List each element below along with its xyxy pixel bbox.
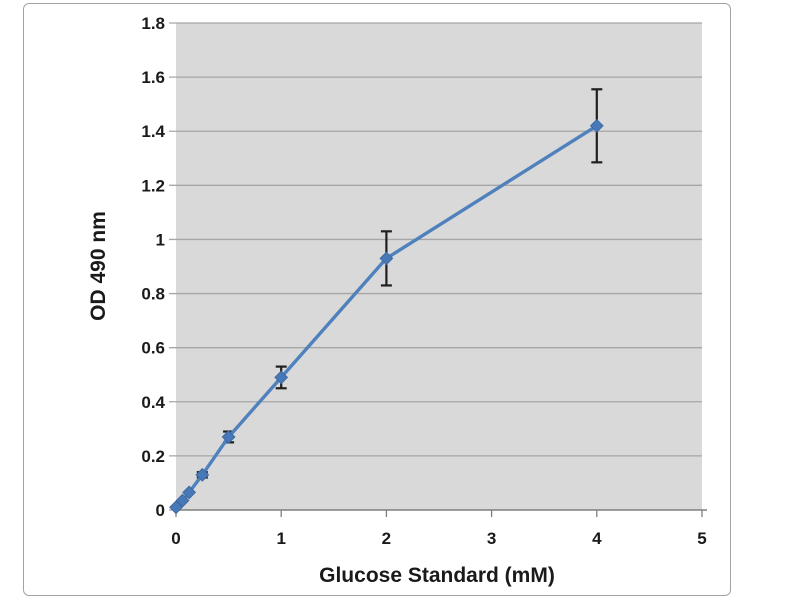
y-tick-label: 0.6	[141, 339, 165, 358]
data-point-marker	[589, 118, 604, 133]
data-point-marker	[274, 370, 289, 385]
y-tick-label: 1.4	[141, 122, 165, 141]
data-point-marker	[175, 493, 190, 508]
x-tick-label: 1	[276, 529, 285, 548]
y-tick-label: 0.8	[141, 285, 165, 304]
x-tick-label: 4	[592, 529, 602, 548]
y-axis-title: OD 490 nm	[87, 211, 110, 321]
y-tick-label: 1.8	[141, 14, 165, 33]
plot-area-background	[176, 23, 702, 510]
data-point-marker	[221, 430, 236, 444]
data-point-marker	[195, 467, 210, 482]
data-point-marker	[169, 500, 183, 515]
x-tick-label: 0	[171, 529, 180, 548]
x-tick-label: 5	[697, 529, 706, 548]
data-point-marker	[379, 251, 394, 266]
y-tick-label: 1.2	[141, 176, 165, 195]
y-tick-label: 1	[156, 230, 165, 249]
y-tick-label: 0.2	[141, 447, 165, 466]
x-tick-label: 3	[487, 529, 496, 548]
y-tick-label: 0	[156, 501, 165, 520]
y-tick-label: 0.4	[141, 393, 165, 412]
plot-layer: 0 0.2 0.4 0.6 0.8 1 1.2 1.4 1.6 1.8 0 1 2 3 4 5	[141, 14, 707, 548]
x-axis-title: Glucose Standard (mM)	[319, 564, 555, 587]
y-tick-label: 1.6	[141, 68, 165, 87]
data-point-marker	[182, 485, 197, 500]
x-tick-label: 2	[382, 529, 391, 548]
